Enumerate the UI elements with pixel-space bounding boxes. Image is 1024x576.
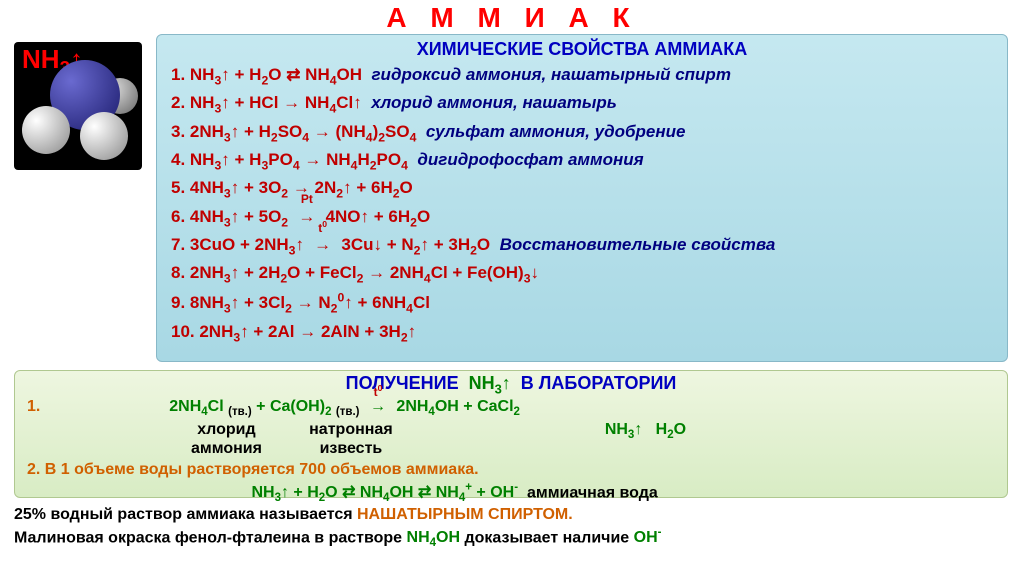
page-title: А М М И А К [0, 0, 1024, 34]
lab-reaction-2: 2. В 1 объеме воды растворяется 700 объе… [27, 460, 995, 481]
lab-heading: ПОЛУЧЕНИЕ NH3↑ В ЛАБОРАТОРИИ [27, 373, 995, 397]
lab-eq-2: NH3↑ + H2O ⇄ NH4OH ⇄ NH4+ + OH- аммиачна… [27, 481, 995, 506]
footer-notes: 25% водный раствор аммиака называется НА… [14, 504, 1008, 552]
reaction-line: 3. 2NH3↑ + H2SO4 → (NH4)2SO4 сульфат амм… [171, 119, 993, 147]
footer-line-2: Малиновая окраска фенол-фталеина в раств… [14, 526, 1008, 552]
reaction-line: 10. 2NH3↑ + 2Al → 2AlN + 3H2↑ [171, 319, 993, 347]
properties-panel: ХИМИЧЕСКИЕ СВОЙСТВА АММИАКА 1. NH3↑ + H2… [156, 34, 1008, 362]
reaction-line: 9. 8NH3↑ + 3Cl2 → N20↑ + 6NH4Cl [171, 289, 993, 319]
reaction-line: 1. NH3↑ + H2O ⇄ NH4OH гидроксид аммония,… [171, 62, 993, 90]
reaction-line: 8. 2NH3↑ + 2H2O + FeCl2 → 2NH4Cl + Fe(OH… [171, 260, 993, 288]
lab-reaction-1: 1. 2NH4Cl (тв.) + Ca(OH)2 (тв.) t0→ 2NH4… [27, 397, 995, 420]
atom-h [22, 106, 70, 154]
lab-panel: ПОЛУЧЕНИЕ NH3↑ В ЛАБОРАТОРИИ 1. 2NH4Cl (… [14, 370, 1008, 498]
reaction-line: 2. NH3↑ + HCl → NH4Cl↑ хлорид аммония, н… [171, 90, 993, 118]
reaction-line: 6. 4NH3↑ + 5O2 Pt→ 4NO↑ + 6H2O [171, 204, 993, 232]
reaction-line: 7. 3CuO + 2NH3↑ t0→ 3Cu↓ + N2↑ + 3H2O Во… [171, 232, 993, 260]
molecule-model: NH3↑ [14, 42, 142, 170]
atom-h [80, 112, 128, 160]
reaction-line: 4. NH3↑ + H3PO4 → NH4H2PO4 дигидрофосфат… [171, 147, 993, 175]
properties-heading: ХИМИЧЕСКИЕ СВОЙСТВА АММИАКА [171, 39, 993, 60]
footer-line-1: 25% водный раствор аммиака называется НА… [14, 504, 1008, 526]
